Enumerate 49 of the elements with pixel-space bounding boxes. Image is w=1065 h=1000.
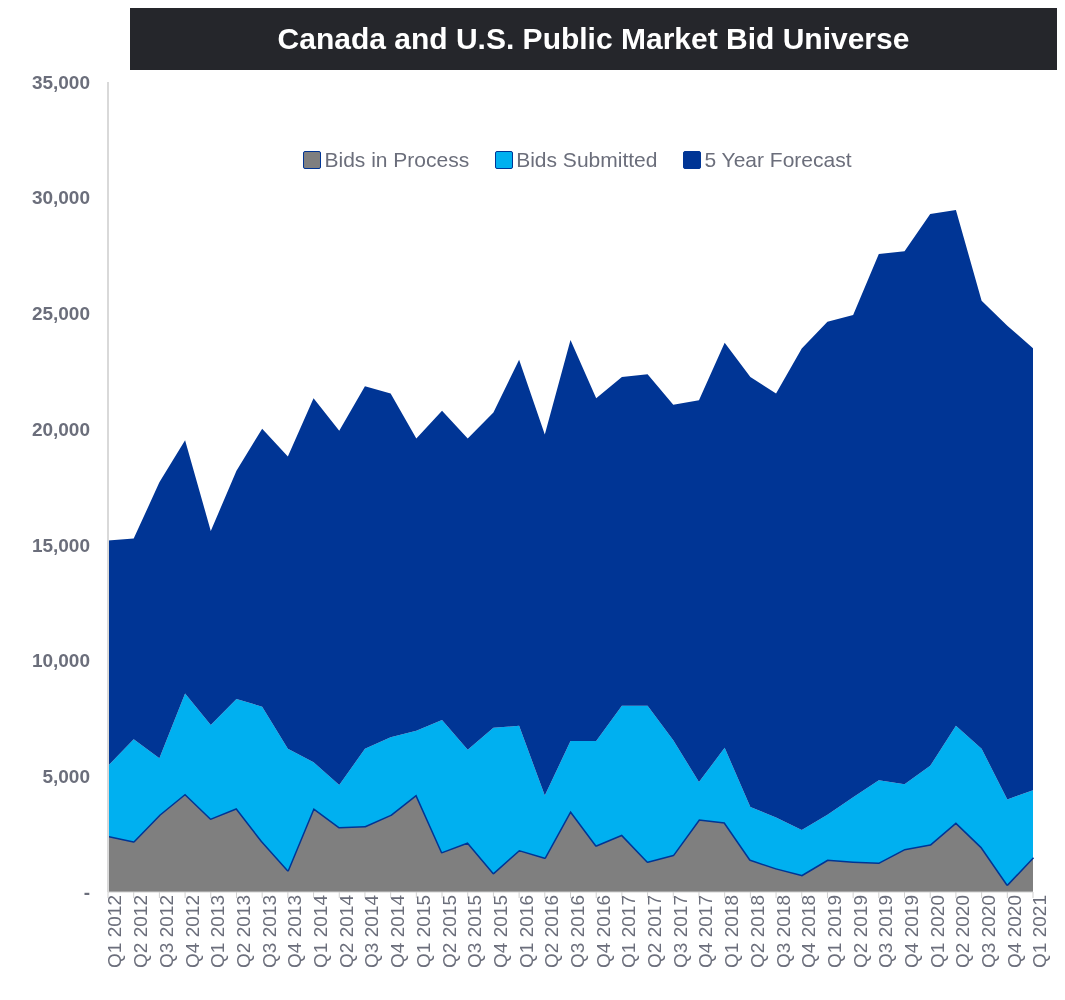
x-tick-label: Q1 2018: [721, 895, 743, 968]
x-tick-label: Q2 2017: [644, 895, 666, 968]
x-tick-label: Q4 2019: [901, 895, 923, 968]
x-tick-label: Q2 2015: [438, 895, 460, 968]
x-tick-label: Q3 2012: [155, 895, 177, 968]
y-tick-label: 25,000: [31, 303, 90, 325]
x-tick-label: Q4 2013: [284, 895, 306, 968]
x-tick-label: Q2 2016: [541, 895, 563, 968]
x-tick-label: Q4 2017: [695, 895, 717, 968]
x-tick-label: Q1 2017: [618, 895, 640, 968]
legend-label: Bids in Process: [324, 148, 470, 172]
x-tick-label: Q2 2012: [130, 895, 152, 968]
x-tick-label: Q1 2020: [926, 895, 948, 968]
y-tick-label: 15,000: [31, 534, 90, 556]
x-tick-label: Q4 2020: [1003, 895, 1025, 968]
x-tick-label: Q4 2018: [798, 895, 820, 968]
x-tick-label: Q1 2021: [1029, 895, 1051, 968]
x-tick-label: Q1 2019: [823, 895, 845, 968]
x-tick-label: Q3 2014: [361, 894, 383, 968]
y-tick-label: 5,000: [42, 766, 90, 788]
y-tick-label: -: [83, 881, 90, 903]
x-tick-label: Q4 2015: [489, 895, 511, 968]
x-tick-label: Q2 2014: [335, 894, 357, 968]
x-tick-label: Q2 2019: [849, 895, 871, 968]
legend-label: 5 Year Forecast: [704, 148, 852, 172]
y-tick-label: 20,000: [31, 418, 90, 440]
chart-title: Canada and U.S. Public Market Bid Universe: [130, 8, 1057, 70]
legend-label: Bids Submitted: [516, 148, 658, 172]
x-tick-label: Q2 2013: [232, 895, 254, 968]
x-tick-label: Q2 2018: [746, 895, 768, 968]
x-tick-label: Q3 2016: [566, 895, 588, 968]
x-tick-label: Q3 2013: [258, 895, 280, 968]
x-tick-label: Q2 2020: [952, 895, 974, 968]
x-tick-label: Q4 2014: [387, 894, 409, 968]
x-tick-label: Q4 2016: [592, 895, 614, 968]
x-tick-label: Q3 2015: [464, 895, 486, 968]
x-tick-label: Q1 2012: [104, 895, 126, 968]
x-tick-label: Q3 2019: [875, 895, 897, 968]
x-tick-label: Q3 2018: [772, 895, 794, 968]
x-tick-label: Q1 2013: [207, 895, 229, 968]
x-tick-label: Q1 2016: [515, 895, 537, 968]
y-tick-label: 35,000: [31, 71, 90, 93]
y-tick-label: 10,000: [31, 650, 90, 672]
x-tick-label: Q3 2020: [978, 895, 1000, 968]
x-tick-label: Q1 2015: [412, 895, 434, 968]
y-tick-label: 30,000: [31, 187, 90, 209]
x-tick-label: Q4 2012: [181, 895, 203, 968]
x-tick-label: Q1 2014: [310, 894, 332, 968]
x-tick-label: Q3 2017: [669, 895, 691, 968]
